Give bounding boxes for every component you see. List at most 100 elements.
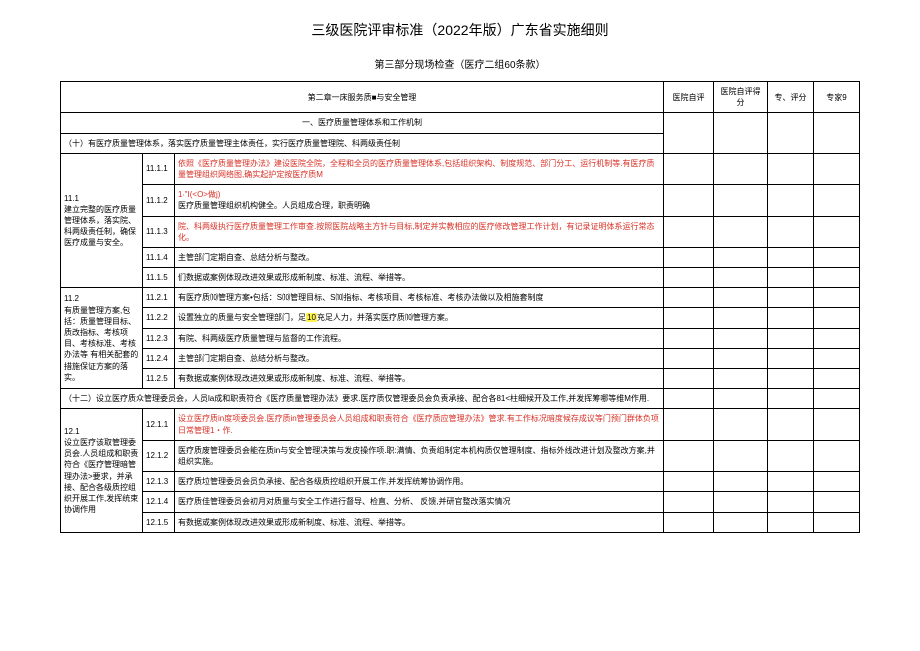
blank	[714, 369, 768, 389]
item1-2: （十二）设立医疗质众管理委员会，人员la成和职责符合《医疗质量管理办法》要求.医…	[61, 389, 664, 409]
blank	[714, 328, 768, 348]
main-table: 第二章一床服务质■与安全管理 医院自评 医院自评得分 专、评分 专家9 一、医疗…	[60, 81, 860, 533]
h-c4: 专、评分	[768, 82, 814, 113]
table-row: 12.1 设立医疗该取管理委员会.人员组成和职责符合《医疗管理暗管理办法>要求，…	[61, 409, 860, 440]
blank	[814, 308, 860, 328]
r2c: 11.1.2	[143, 185, 175, 216]
blank	[768, 328, 814, 348]
blank	[664, 247, 714, 267]
r5t: 们数据或案例体现改进效果或形成新制度、标准、流程、举措等。	[175, 268, 664, 288]
blank	[714, 247, 768, 267]
blank	[664, 492, 714, 512]
blank	[664, 113, 714, 153]
blank	[714, 409, 768, 440]
h-main: 第二章一床服务质■与安全管理	[61, 82, 664, 113]
r8t: 有院、科两级医疗质量管理与监督的工作流程。	[175, 328, 664, 348]
blank	[768, 512, 814, 532]
r2t2: 医疗质量管理组织机构健全。人员组成合理，职责明确	[178, 201, 370, 210]
table-row: 12.1.4 医疗质佳管理委员会初月对质量与安全工作进行督导、检直、分析、 反馈…	[61, 492, 860, 512]
g1-code: 11.1	[64, 194, 79, 203]
table-row: 11.2.5 有数据或案例体现改进效果或形成新制度、标准、流程、举措等。	[61, 369, 860, 389]
blank	[814, 185, 860, 216]
r4c: 11.1.4	[143, 247, 175, 267]
blank	[714, 153, 768, 184]
blank	[814, 247, 860, 267]
r11c: 12.1.1	[143, 409, 175, 440]
h-c5: 专家9	[814, 82, 860, 113]
blank	[768, 288, 814, 308]
blank	[714, 348, 768, 368]
table-row: 11.2.2 设置独立的质量与安全管理部门，足10充足人力，并落实医疗质⑽管理方…	[61, 308, 860, 328]
blank	[664, 308, 714, 328]
blank	[814, 268, 860, 288]
r14t: 医疗质佳管理委员会初月对质量与安全工作进行督导、检直、分析、 反馈,并研官整改落…	[175, 492, 664, 512]
blank	[664, 216, 714, 247]
g1-text: 建立完整的医疗质量管理体系，落实院、科两级责任制，确保医疗成量与安全。	[64, 205, 136, 248]
blank	[768, 472, 814, 492]
r7t2: 充足人力，并落实医疗质⑽管理方案。	[317, 313, 453, 322]
r7c: 11.2.2	[143, 308, 175, 328]
r6c: 11.2.1	[143, 288, 175, 308]
blank	[664, 153, 714, 184]
r2t: 1∙"I(<O>做j) 医疗质量管理组织机构健全。人员组成合理，职责明确	[175, 185, 664, 216]
blank	[714, 308, 768, 328]
blank	[768, 348, 814, 368]
h-c3: 医院自评得分	[714, 82, 768, 113]
blank	[714, 288, 768, 308]
blank	[768, 216, 814, 247]
r12c: 12.1.2	[143, 440, 175, 471]
blank	[814, 492, 860, 512]
blank	[768, 369, 814, 389]
blank	[768, 113, 814, 153]
blank	[768, 268, 814, 288]
blank	[664, 472, 714, 492]
blank	[714, 440, 768, 471]
blank	[714, 472, 768, 492]
blank	[814, 288, 860, 308]
blank	[664, 185, 714, 216]
blank	[664, 409, 714, 440]
table-row: 11.2 有质量管理方案,包括：质量管理目标、质改指标、考核项目、考核标准、考核…	[61, 288, 860, 308]
page-title: 三级医院评审标准（2022年版）广东省实施细则	[60, 20, 860, 40]
g2-code: 11.2	[64, 294, 79, 303]
g1: 11.1 建立完整的医疗质量管理体系，落实院、科两级责任制，确保医疗成量与安全。	[61, 153, 143, 288]
r5c: 11.1.5	[143, 268, 175, 288]
blank	[714, 389, 768, 409]
r8c: 11.2.3	[143, 328, 175, 348]
blank	[664, 288, 714, 308]
blank	[814, 440, 860, 471]
r4t: 主管部门定期自查、总结分析与整改。	[175, 247, 664, 267]
h-c2: 医院自评	[664, 82, 714, 113]
blank	[714, 492, 768, 512]
r10c: 11.2.5	[143, 369, 175, 389]
blank	[814, 512, 860, 532]
blank	[714, 512, 768, 532]
g3: 12.1 设立医疗该取管理委员会.人员组成和职责符合《医疗管理暗管理办法>要求，…	[61, 409, 143, 532]
table-row: 12.1.3 医疗质垃管理委员会员负承接、配合各级质控组织开展工作,并发挥统筹协…	[61, 472, 860, 492]
r7t: 设置独立的质量与安全管理部门，足10充足人力，并落实医疗质⑽管理方案。	[175, 308, 664, 328]
blank	[768, 247, 814, 267]
blank	[664, 328, 714, 348]
blank	[814, 153, 860, 184]
item-row: （十二）设立医疗质众管理委员会，人员la成和职责符合《医疗质量管理办法》要求.医…	[61, 389, 860, 409]
table-row: 11.2.3 有院、科两级医疗质量管理与监督的工作流程。	[61, 328, 860, 348]
table-row: 11.1 建立完整的医疗质量管理体系，落实院、科两级责任制，确保医疗成量与安全。…	[61, 153, 860, 184]
r1c: 11.1.1	[143, 153, 175, 184]
r7t1: 设置独立的质量与安全管理部门，足	[178, 313, 306, 322]
section-row: 一、医疗质量管理体系和工作机制	[61, 113, 860, 133]
r15t: 有数据或案例体现改进效果或形成新制度、标准、流程、举措等。	[175, 512, 664, 532]
blank	[814, 409, 860, 440]
blank	[714, 268, 768, 288]
blank	[814, 472, 860, 492]
r9t: 主管部门定期自查、总结分析与整改。	[175, 348, 664, 368]
blank	[768, 185, 814, 216]
g2-text: 有质量管理方案,包括：质量管理目标、质改指标、考核项目、考核标准、考核办法等 有…	[64, 306, 138, 382]
r15c: 12.1.5	[143, 512, 175, 532]
r11t: 设立医疗质in度项委员会.医疗质in管理委员会人员组成和职责符合《医疗质应管理办…	[175, 409, 664, 440]
blank	[664, 389, 714, 409]
blank	[768, 492, 814, 512]
blank	[664, 440, 714, 471]
blank	[814, 328, 860, 348]
table-row: 12.1.2 医疗质废管理委员会能在质in与安全管理决策与发皮操作项.职:满情、…	[61, 440, 860, 471]
table-row: 11.1.3 院、科两级执行医疗质量管理工作审查.按照医院战略主方针与目标,制定…	[61, 216, 860, 247]
